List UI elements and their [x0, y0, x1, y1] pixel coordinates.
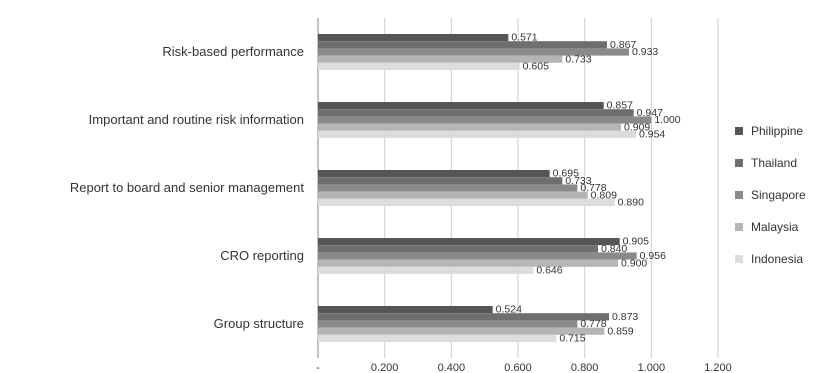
bar — [318, 170, 550, 178]
category-label: CRO reporting — [220, 248, 304, 263]
data-label: 0.809 — [591, 189, 617, 201]
bar — [318, 41, 607, 49]
data-label: 1.000 — [654, 114, 680, 126]
data-label: 0.715 — [559, 333, 585, 345]
bar — [318, 123, 621, 131]
bars — [318, 34, 652, 342]
legend-label: Singapore — [751, 188, 806, 202]
legend-label: Malaysia — [751, 220, 799, 234]
bar — [318, 198, 615, 206]
data-label: 0.733 — [565, 175, 591, 187]
category-label: Important and routine risk information — [89, 112, 304, 127]
bar — [318, 55, 563, 63]
legend-swatch — [735, 223, 743, 231]
legend-swatch — [735, 159, 743, 167]
x-tick-label: 0.800 — [571, 362, 599, 373]
data-label: 0.646 — [536, 265, 562, 277]
x-tick-label: 1.000 — [638, 362, 666, 373]
data-label: 0.909 — [624, 121, 650, 133]
data-label: 0.859 — [607, 325, 633, 337]
legend-label: Indonesia — [751, 252, 803, 266]
data-label: 0.778 — [580, 182, 606, 194]
data-label: 0.900 — [621, 257, 647, 269]
x-axis-ticks: - 0.200 0.400 0.600 0.800 1.000 1.200 — [316, 362, 732, 373]
bar — [318, 191, 588, 199]
legend: Philippine Thailand Singapore Malaysia Indon… — [735, 124, 806, 266]
x-tick-label: 1.200 — [704, 362, 732, 373]
x-tick-label: 0.200 — [371, 362, 399, 373]
bar — [318, 102, 604, 110]
data-label: 0.933 — [632, 46, 658, 58]
data-label: 0.947 — [637, 107, 663, 119]
x-tick-label: 0.600 — [504, 362, 532, 373]
data-label: 0.571 — [511, 32, 537, 44]
data-label: 0.956 — [640, 250, 666, 262]
bar — [318, 334, 557, 342]
bar — [318, 109, 634, 117]
bar — [318, 245, 598, 253]
bar — [318, 62, 520, 70]
data-label: 0.840 — [601, 243, 627, 255]
bar — [318, 266, 534, 274]
x-tick-label: - — [316, 362, 320, 373]
category-label: Report to board and senior management — [70, 180, 305, 195]
legend-label: Thailand — [751, 156, 797, 170]
data-label: 0.857 — [607, 100, 633, 112]
bar — [318, 259, 618, 267]
category-labels: Risk-based performance Important and rout… — [70, 44, 305, 331]
bar — [318, 313, 609, 321]
data-label: 0.890 — [618, 197, 644, 209]
bar — [318, 177, 563, 185]
bar — [318, 34, 509, 42]
category-label: Risk-based performance — [162, 44, 304, 59]
data-label: 0.873 — [612, 311, 638, 323]
legend-swatch — [735, 255, 743, 263]
bar — [318, 130, 636, 138]
category-label: Group structure — [214, 316, 304, 331]
bar — [318, 48, 629, 56]
bar — [318, 116, 652, 124]
bar — [318, 238, 620, 246]
data-label: 0.905 — [623, 236, 649, 248]
data-label: 0.867 — [610, 39, 636, 51]
bar — [318, 306, 493, 314]
data-label: 0.605 — [523, 61, 549, 73]
data-label: 0.778 — [580, 318, 606, 330]
bar — [318, 327, 605, 335]
legend-swatch — [735, 127, 743, 135]
legend-label: Philippine — [751, 124, 803, 138]
data-label: 0.524 — [496, 304, 522, 316]
data-label: 0.954 — [639, 129, 665, 141]
bar — [318, 184, 578, 192]
data-label: 0.695 — [553, 168, 579, 180]
bar — [318, 320, 578, 328]
legend-swatch — [735, 191, 743, 199]
bar — [318, 252, 637, 260]
data-label: 0.733 — [565, 53, 591, 65]
x-tick-label: 0.400 — [438, 362, 466, 373]
